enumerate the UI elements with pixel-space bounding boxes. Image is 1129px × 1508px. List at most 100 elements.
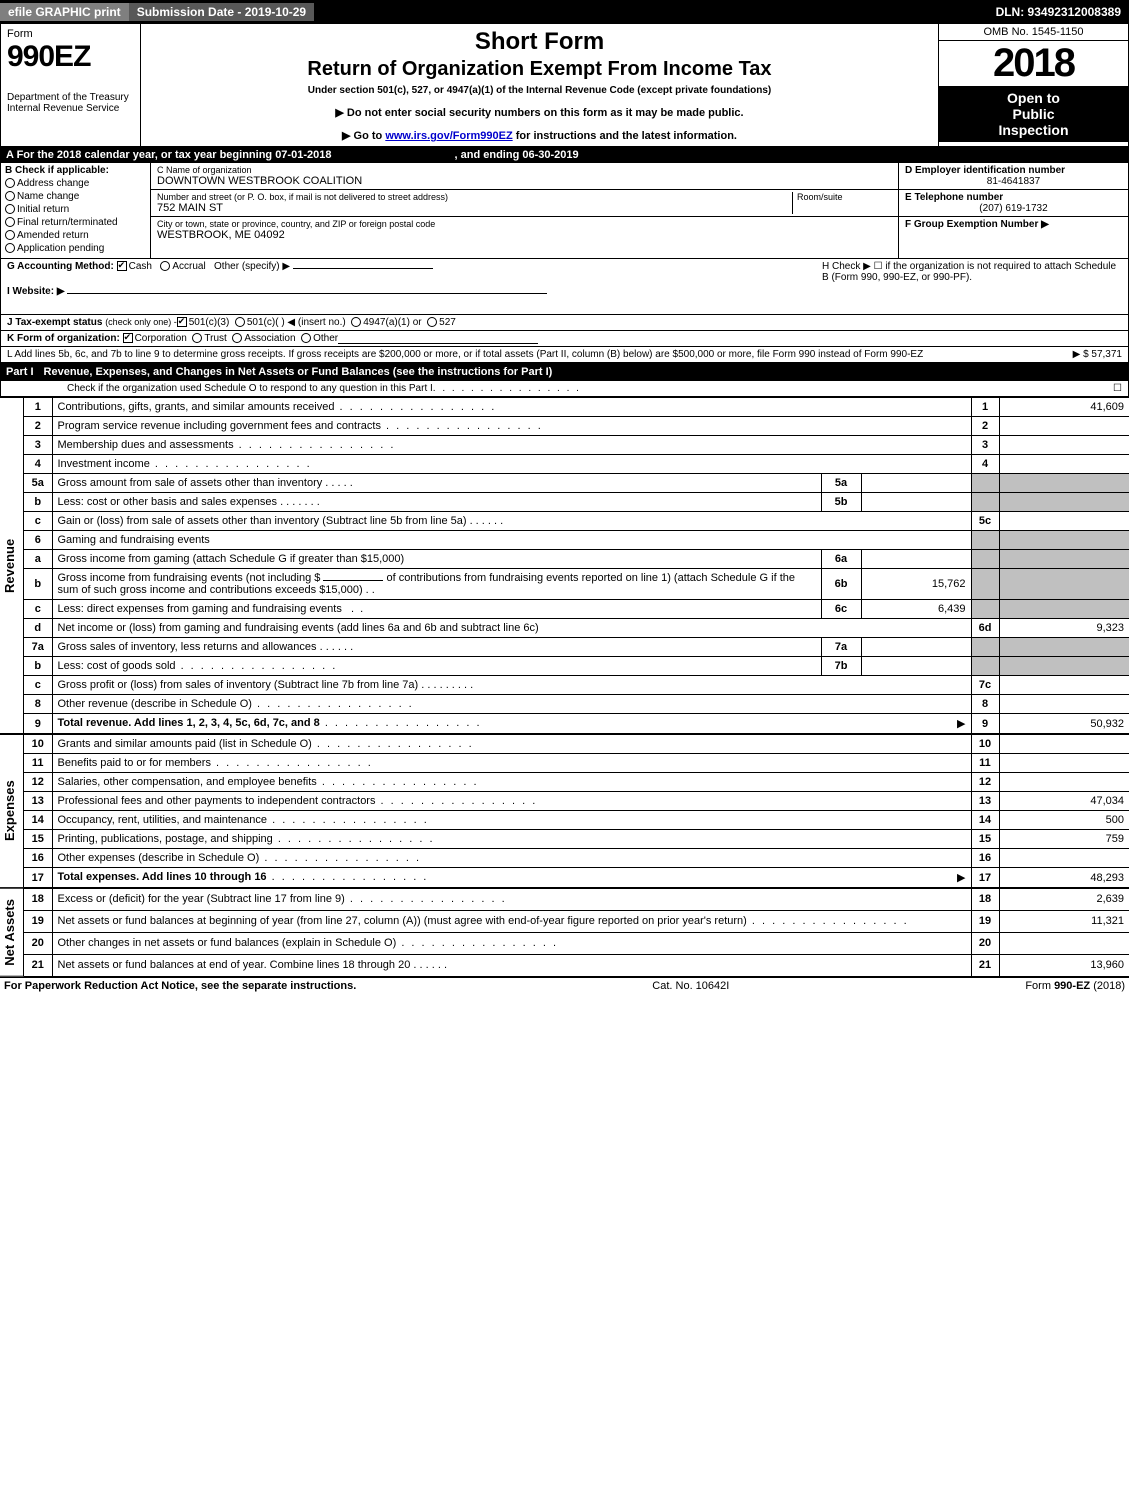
submission-date: Submission Date - 2019-10-29 <box>129 3 314 21</box>
irs-link[interactable]: www.irs.gov/Form990EZ <box>385 130 512 142</box>
inspect-1: Open to <box>943 90 1124 106</box>
cb-cash[interactable] <box>117 261 127 271</box>
dept-irs: Internal Revenue Service <box>7 103 134 114</box>
revenue-table: 1Contributions, gifts, grants, and simil… <box>24 397 1129 734</box>
table-row: 13Professional fees and other payments t… <box>24 792 1129 811</box>
table-row: 5aGross amount from sale of assets other… <box>24 474 1129 493</box>
c-addr-label: Number and street (or P. O. box, if mail… <box>157 192 792 202</box>
table-row: 11Benefits paid to or for members11 <box>24 754 1129 773</box>
expenses-section: Expenses 10Grants and similar amounts pa… <box>0 734 1129 888</box>
row-g-h: G Accounting Method: Cash Accrual Other … <box>0 259 1129 315</box>
title-col: Short Form Return of Organization Exempt… <box>141 24 938 146</box>
cb-application-pending[interactable]: Application pending <box>5 243 146 254</box>
period-end: , and ending 06-30-2019 <box>455 149 579 161</box>
table-row: 3Membership dues and assessments3 <box>24 436 1129 455</box>
table-row: 17Total expenses. Add lines 10 through 1… <box>24 868 1129 888</box>
cb-corp[interactable] <box>123 333 133 343</box>
l-amount: ▶ $ 57,371 <box>1073 349 1122 360</box>
g-label: G Accounting Method: <box>7 261 117 272</box>
table-row: 4Investment income4 <box>24 455 1129 474</box>
rb-501c[interactable] <box>235 317 245 327</box>
table-row: cGain or (loss) from sale of assets othe… <box>24 512 1129 531</box>
main-title: Return of Organization Exempt From Incom… <box>149 58 930 81</box>
table-row: 18Excess or (deficit) for the year (Subt… <box>24 889 1129 911</box>
c-city-label: City or town, state or province, country… <box>157 219 435 229</box>
tax-year: 2018 <box>939 41 1128 86</box>
table-row: 2Program service revenue including gover… <box>24 417 1129 436</box>
short-form-title: Short Form <box>149 28 930 56</box>
side-expenses: Expenses <box>0 734 24 888</box>
tax-period-row: A For the 2018 calendar year, or tax yea… <box>0 147 1129 163</box>
table-row: 20Other changes in net assets or fund ba… <box>24 932 1129 954</box>
top-bar: efile GRAPHIC print Submission Date - 20… <box>0 0 1129 24</box>
row-j: J Tax-exempt status (check only one) - 5… <box>0 315 1129 331</box>
cb-amended-return[interactable]: Amended return <box>5 230 146 241</box>
d-ein-value: 81-4641837 <box>905 176 1122 187</box>
rb-527[interactable] <box>427 317 437 327</box>
rb-4947[interactable] <box>351 317 361 327</box>
inspect-2: Public <box>943 106 1124 122</box>
table-row: bLess: cost or other basis and sales exp… <box>24 493 1129 512</box>
part1-check-row: Check if the organization used Schedule … <box>0 381 1129 397</box>
footer-right: Form 990-EZ (2018) <box>1025 980 1125 992</box>
inspection-box: Open to Public Inspection <box>939 86 1128 142</box>
cb-address-change[interactable]: Address change <box>5 178 146 189</box>
h-check-text: H Check ▶ ☐ if the organization is not r… <box>822 261 1122 312</box>
dln-label: DLN: 93492312008389 <box>988 3 1129 21</box>
cb-name-change[interactable]: Name change <box>5 191 146 202</box>
entity-info-box: B Check if applicable: Address change Na… <box>0 163 1129 259</box>
dept-treasury: Department of the Treasury <box>7 92 134 103</box>
part1-header: Part I Revenue, Expenses, and Changes in… <box>0 363 1129 381</box>
side-net-assets: Net Assets <box>0 888 24 977</box>
table-row: 15Printing, publications, postage, and s… <box>24 830 1129 849</box>
c-city-value: WESTBROOK, ME 04092 <box>157 229 435 241</box>
table-row: 21Net assets or fund balances at end of … <box>24 954 1129 976</box>
table-row: 12Salaries, other compensation, and empl… <box>24 773 1129 792</box>
cb-final-return[interactable]: Final return/terminated <box>5 217 146 228</box>
part1-check-text: Check if the organization used Schedule … <box>67 383 433 394</box>
revenue-section: Revenue 1Contributions, gifts, grants, a… <box>0 397 1129 734</box>
b-header: B Check if applicable: <box>5 165 146 176</box>
goto-note: ▶ Go to www.irs.gov/Form990EZ for instru… <box>149 129 930 142</box>
cb-501c3[interactable] <box>177 317 187 327</box>
omb-number: OMB No. 1545-1150 <box>939 24 1128 41</box>
c-room-label: Room/suite <box>797 192 892 202</box>
subtitle: Under section 501(c), 527, or 4947(a)(1)… <box>149 85 930 96</box>
table-row: 1Contributions, gifts, grants, and simil… <box>24 398 1129 417</box>
goto-post: for instructions and the latest informat… <box>513 130 737 142</box>
row-l: L Add lines 5b, 6c, and 7b to line 9 to … <box>0 347 1129 363</box>
period-begin: A For the 2018 calendar year, or tax yea… <box>6 149 331 161</box>
side-revenue: Revenue <box>0 397 24 734</box>
rb-trust[interactable] <box>192 333 202 343</box>
c-name-value: DOWNTOWN WESTBROOK COALITION <box>157 175 362 187</box>
net-assets-table: 18Excess or (deficit) for the year (Subt… <box>24 888 1129 977</box>
footer-left: For Paperwork Reduction Act Notice, see … <box>4 980 356 992</box>
footer-catno: Cat. No. 10642I <box>652 980 729 992</box>
table-row: 19Net assets or fund balances at beginni… <box>24 910 1129 932</box>
col-c-org: C Name of organization DOWNTOWN WESTBROO… <box>151 163 898 258</box>
table-row: bGross income from fundraising events (n… <box>24 569 1129 600</box>
table-row: cLess: direct expenses from gaming and f… <box>24 600 1129 619</box>
part1-check-box[interactable]: ☐ <box>1113 383 1122 394</box>
k-label: K Form of organization: <box>7 333 120 344</box>
table-row: 10Grants and similar amounts paid (list … <box>24 735 1129 754</box>
goto-pre: ▶ Go to <box>342 130 385 142</box>
form-word: Form <box>7 28 134 40</box>
table-row: 16Other expenses (describe in Schedule O… <box>24 849 1129 868</box>
row-k: K Form of organization: Corporation Trus… <box>0 331 1129 347</box>
col-de: D Employer identification number 81-4641… <box>898 163 1128 258</box>
expenses-table: 10Grants and similar amounts paid (list … <box>24 734 1129 888</box>
rb-assoc[interactable] <box>232 333 242 343</box>
table-row: dNet income or (loss) from gaming and fu… <box>24 619 1129 638</box>
part1-label: Part I <box>6 366 34 378</box>
cb-initial-return[interactable]: Initial return <box>5 204 146 215</box>
rb-other[interactable] <box>301 333 311 343</box>
table-row: 6Gaming and fundraising events <box>24 531 1129 550</box>
f-group-label: F Group Exemption Number ▶ <box>905 219 1122 230</box>
ssn-warning: ▶ Do not enter social security numbers o… <box>149 106 930 119</box>
table-row: bLess: cost of goods sold7b <box>24 657 1129 676</box>
l-text: L Add lines 5b, 6c, and 7b to line 9 to … <box>7 349 923 360</box>
g-accounting: G Accounting Method: Cash Accrual Other … <box>7 261 547 312</box>
page-footer: For Paperwork Reduction Act Notice, see … <box>0 977 1129 994</box>
rb-accrual[interactable] <box>160 261 170 271</box>
